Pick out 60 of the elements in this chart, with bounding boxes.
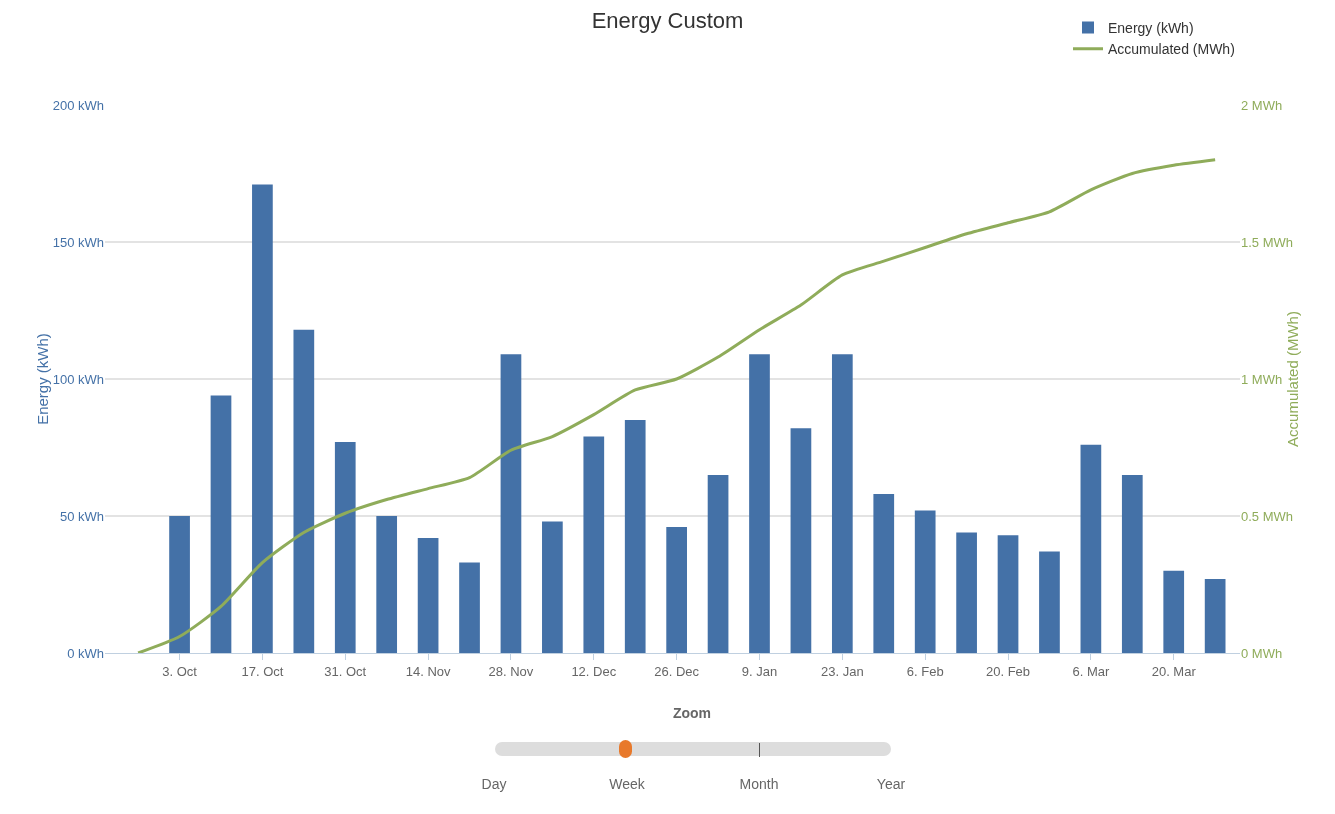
legend-label: Energy (kWh) bbox=[1108, 19, 1194, 36]
x-tick-label: 28. Nov bbox=[488, 663, 534, 679]
x-tick-label: 31. Oct bbox=[324, 663, 367, 679]
bar bbox=[790, 428, 812, 653]
bar bbox=[749, 354, 770, 653]
bar bbox=[666, 526, 687, 653]
bar bbox=[1163, 570, 1185, 653]
y-axis-title: Energy (kWh) bbox=[33, 333, 51, 425]
bar bbox=[873, 494, 895, 653]
bar bbox=[997, 535, 1019, 653]
y-tick-label: 50 kWh bbox=[59, 508, 104, 524]
bar bbox=[956, 532, 977, 653]
bar bbox=[376, 516, 398, 653]
bar bbox=[459, 562, 480, 653]
y2-tick-label: 0.5 MWh bbox=[1241, 508, 1294, 524]
x-tick-label: 20. Mar bbox=[1151, 663, 1197, 679]
y-tick-label: 100 kWh bbox=[52, 371, 104, 387]
x-tick-label: 3. Oct bbox=[162, 663, 198, 679]
x-tick-label: 26. Dec bbox=[654, 663, 700, 679]
bar bbox=[707, 474, 729, 653]
x-tick-label: 12. Dec bbox=[571, 663, 617, 679]
text: Year bbox=[876, 776, 906, 792]
bar bbox=[334, 442, 356, 653]
bar bbox=[583, 436, 605, 653]
bar bbox=[542, 521, 563, 653]
bar bbox=[1121, 474, 1143, 653]
y2-tick-label: 1.5 MWh bbox=[1241, 234, 1294, 250]
y2-tick-label: 0 MWh bbox=[1241, 645, 1283, 661]
bar bbox=[169, 516, 190, 653]
x-tick-label: 14. Nov bbox=[405, 663, 451, 679]
x-tick-label: 6. Mar bbox=[1072, 663, 1110, 679]
bar bbox=[210, 395, 232, 653]
bar bbox=[914, 510, 936, 653]
legend-label: Accumulated (MWh) bbox=[1108, 41, 1235, 58]
text: Zoom bbox=[672, 705, 712, 721]
bar bbox=[1204, 579, 1226, 653]
y-tick-label: 0 kWh bbox=[67, 645, 104, 661]
text: Month bbox=[739, 776, 779, 792]
y-tick-label: 150 kWh bbox=[52, 234, 104, 250]
y-tick-label: 200 kWh bbox=[52, 97, 104, 113]
bar bbox=[252, 184, 273, 653]
y2-tick-label: 1 MWh bbox=[1241, 371, 1283, 387]
x-tick-label: 17. Oct bbox=[241, 663, 284, 679]
text: Day bbox=[481, 776, 507, 792]
chart-title: Energy Custom bbox=[591, 7, 744, 33]
x-tick-label: 20. Feb bbox=[985, 663, 1031, 679]
bar bbox=[624, 420, 646, 653]
y2-tick-label: 2 MWh bbox=[1241, 97, 1283, 113]
line-series bbox=[136, 158, 1217, 653]
text: Week bbox=[609, 776, 645, 792]
x-tick-label: 23. Jan bbox=[821, 663, 864, 679]
bar bbox=[831, 354, 853, 653]
x-tick-label: 6. Feb bbox=[906, 663, 944, 679]
x-tick-label: 9. Jan bbox=[741, 663, 778, 679]
bar bbox=[1039, 551, 1060, 653]
y2-axis-title: Accumulated (MWh) bbox=[1284, 311, 1302, 447]
bar bbox=[500, 354, 522, 653]
bar bbox=[293, 329, 315, 653]
bar bbox=[1080, 444, 1102, 653]
bar bbox=[417, 537, 439, 653]
